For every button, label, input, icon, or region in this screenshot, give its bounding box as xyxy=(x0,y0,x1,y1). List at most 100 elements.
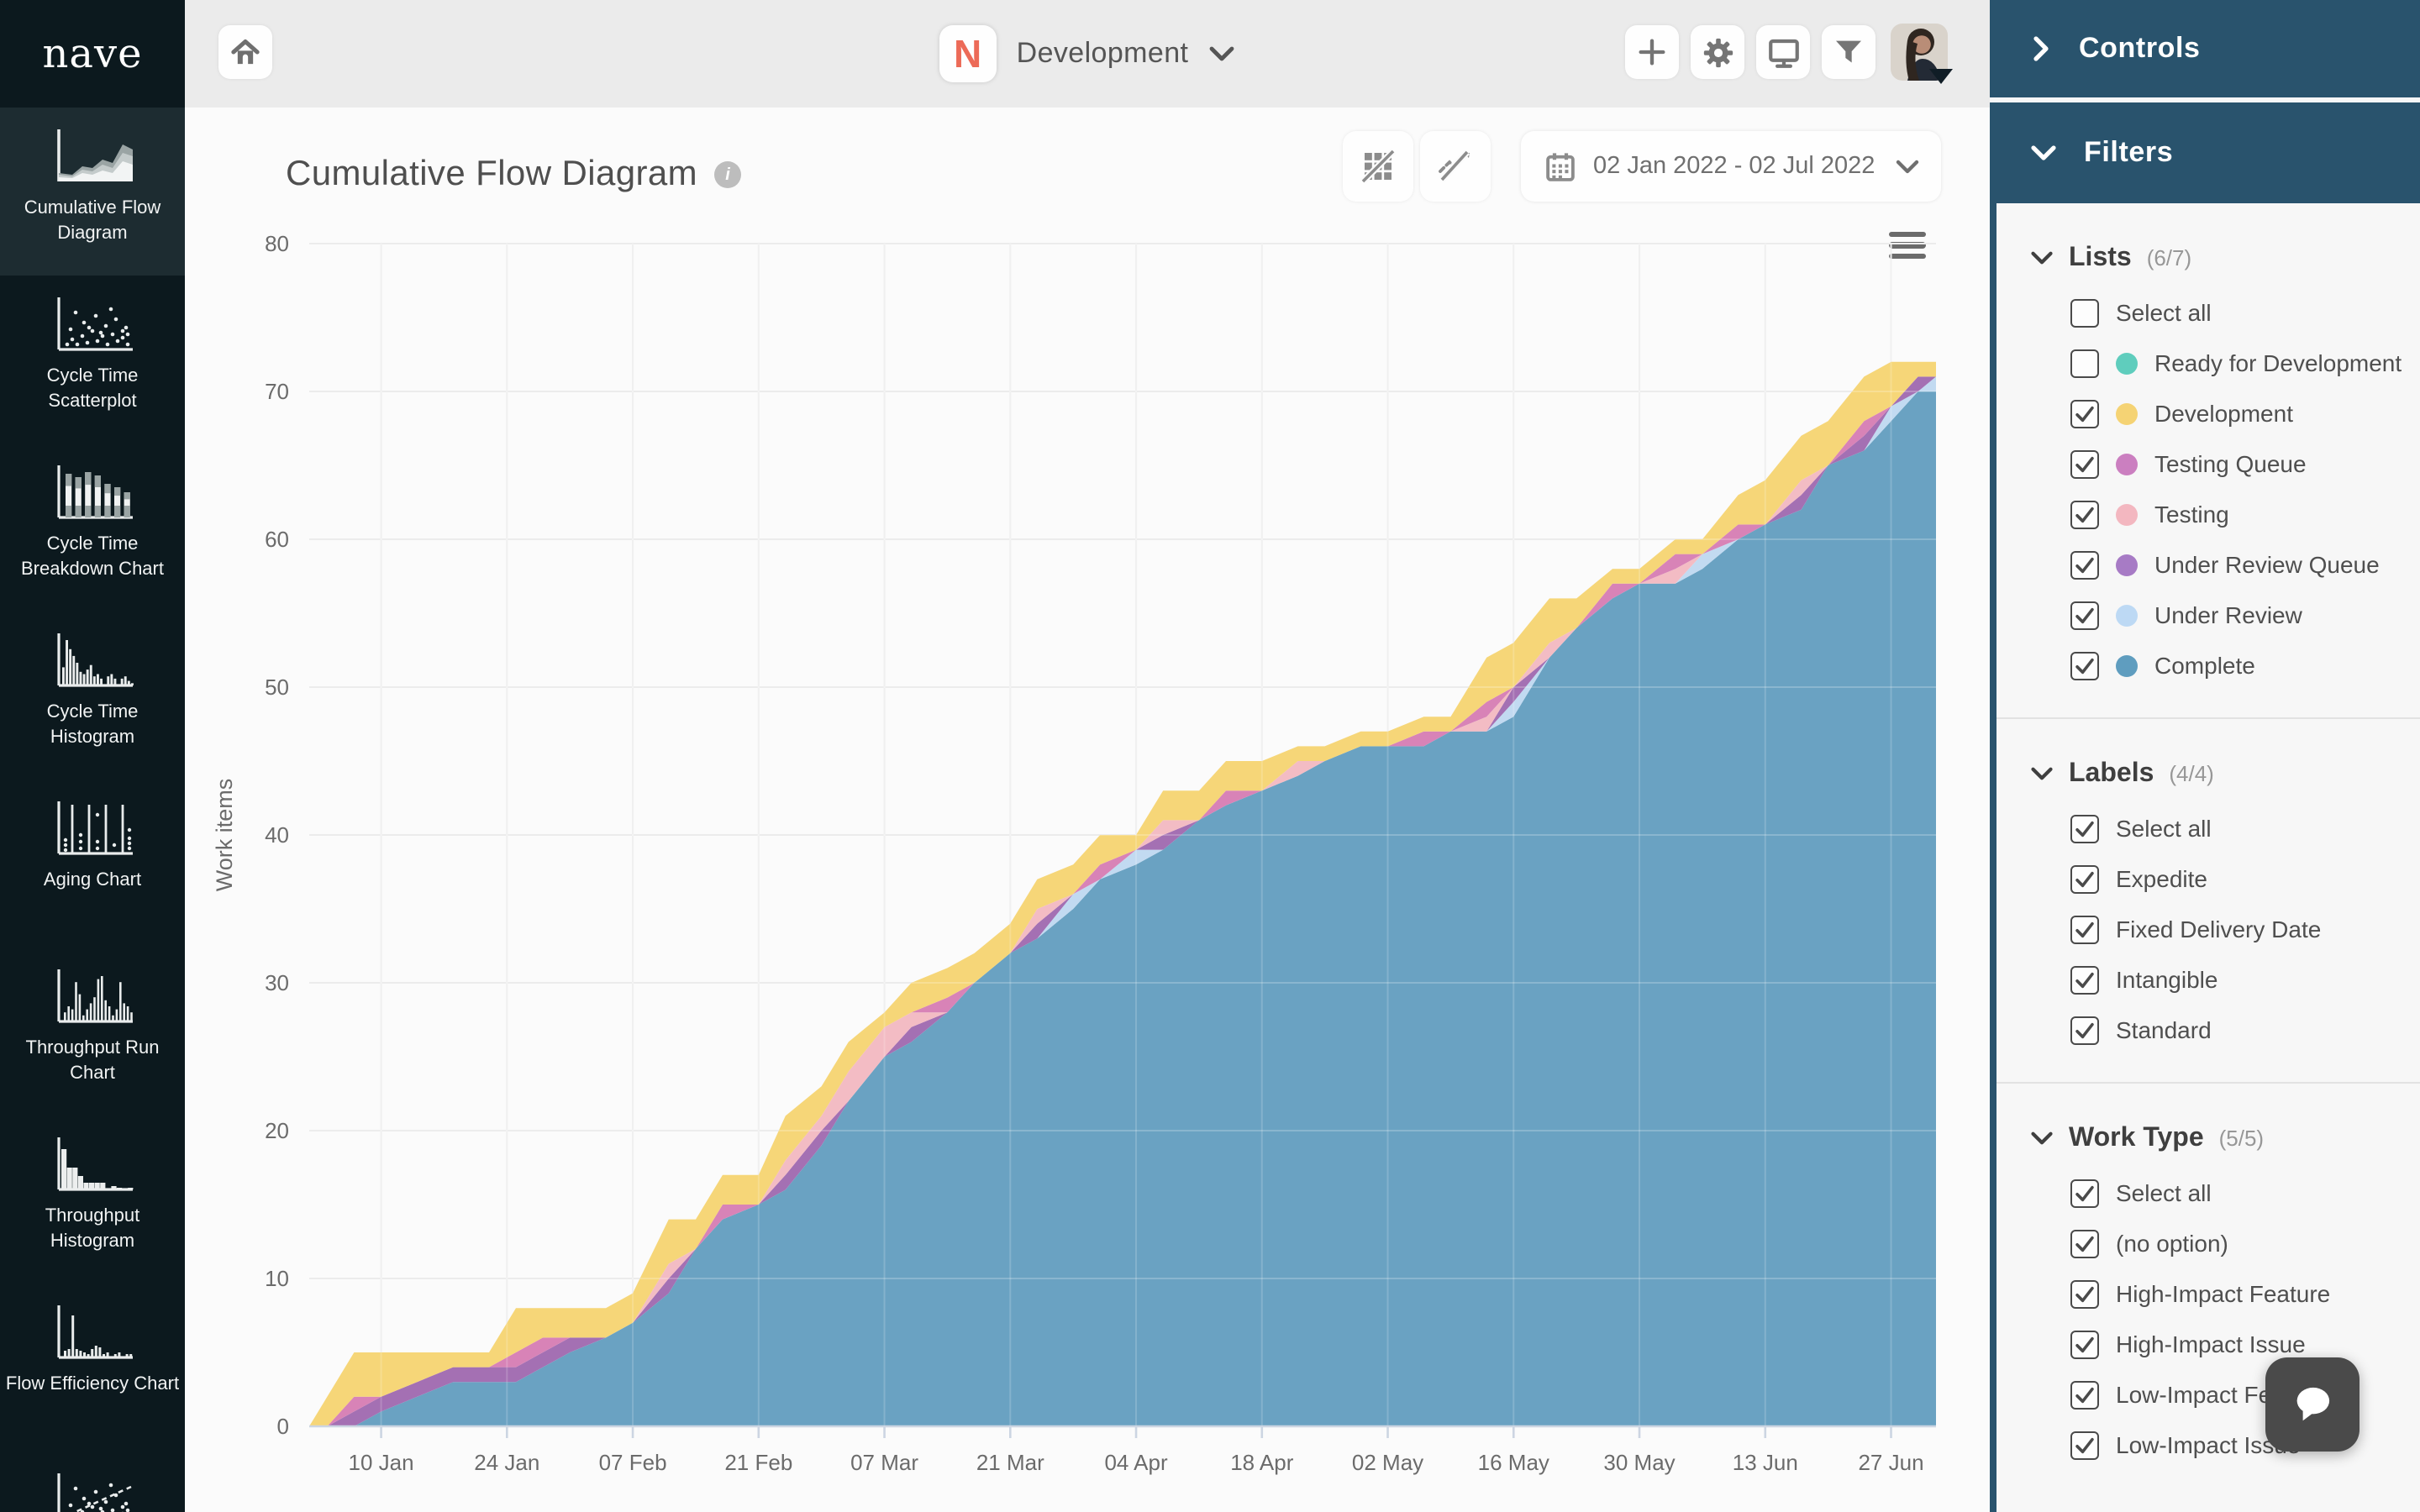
filter-option-labels-fixed-delivery-date[interactable]: Fixed Delivery Date xyxy=(1996,904,2420,954)
date-range-picker[interactable]: 02 Jan 2022 - 02 Jul 2022 xyxy=(1521,131,1941,202)
add-button[interactable] xyxy=(1625,25,1679,79)
controls-label: Controls xyxy=(2079,32,2201,64)
sidebar-item-throughput-histogram[interactable]: Throughput Histogram xyxy=(0,1116,185,1284)
sidebar-item-partial[interactable] xyxy=(0,1452,185,1512)
display-button[interactable] xyxy=(1756,25,1810,79)
controls-section-header[interactable]: Controls xyxy=(1990,0,2420,97)
sidebar-item-label: Cycle Time Breakdown Chart xyxy=(21,534,164,580)
checkbox-ready-for-development[interactable] xyxy=(2070,349,2099,377)
chevron-down-icon xyxy=(1209,46,1234,61)
filter-option-labels-expedite[interactable]: Expedite xyxy=(1996,853,2420,904)
checkbox-standard[interactable] xyxy=(2070,1016,2099,1044)
board-picker-dropdown[interactable]: N Development xyxy=(185,0,1990,108)
sidebar-item-cycle-time-breakdown-chart[interactable]: Cycle Time Breakdown Chart xyxy=(0,444,185,612)
filter-option-label: Ready for Development xyxy=(2154,349,2402,376)
board-name: Development xyxy=(1016,37,1189,69)
filter-option-labels-select-all[interactable]: Select all xyxy=(1996,803,2420,853)
filter-section-title: Lists xyxy=(2069,244,2132,272)
info-icon[interactable]: i xyxy=(714,161,742,188)
sidebar-item-label: Aging Chart xyxy=(43,870,142,890)
settings-button[interactable] xyxy=(1691,25,1744,79)
x-axis-tick-label: 07 Mar xyxy=(850,1450,918,1475)
check-icon xyxy=(2075,1336,2094,1352)
checkbox-low-impact-feature[interactable] xyxy=(2070,1380,2099,1409)
y-axis-tick-label: 20 xyxy=(265,1118,289,1143)
checkbox-no-option[interactable] xyxy=(2070,1229,2099,1257)
checkbox-high-impact-feature[interactable] xyxy=(2070,1279,2099,1308)
filter-option-lists-testing[interactable]: Testing xyxy=(1996,489,2420,539)
add-icon xyxy=(1639,39,1665,66)
filter-section-labels: Labels (4/4) Select all Expedite Fixed Deliv… xyxy=(1996,719,2420,1055)
sidebar-item-label: Throughput Histogram xyxy=(45,1206,140,1252)
sidebar-item-throughput-run-chart[interactable]: Throughput Run Chart xyxy=(0,948,185,1116)
table-view-toggle[interactable] xyxy=(1343,131,1413,202)
filter-option-work-type-no-option[interactable]: (no option) xyxy=(1996,1218,2420,1268)
list-color-dot xyxy=(2116,554,2138,575)
nave-logo[interactable]: nave xyxy=(42,30,143,77)
filter-option-lists-under-review[interactable]: Under Review xyxy=(1996,590,2420,640)
section-divider xyxy=(1996,1082,2420,1084)
annotations-toggle[interactable] xyxy=(1420,131,1491,202)
checkbox-complete[interactable] xyxy=(2070,651,2099,680)
filter-option-labels-standard[interactable]: Standard xyxy=(1996,1005,2420,1055)
checkbox-high-impact-issue[interactable] xyxy=(2070,1330,2099,1358)
filter-button[interactable] xyxy=(1822,25,1876,79)
filter-section-work-type: Work Type (5/5) Select all (no option) High-… xyxy=(1996,1084,2420,1470)
checkbox-intangible[interactable] xyxy=(2070,965,2099,994)
filter-option-lists-select-all[interactable]: Select all xyxy=(1996,287,2420,338)
area-series-development[interactable] xyxy=(309,361,1936,1426)
date-range-value: 02 Jan 2022 - 02 Jul 2022 xyxy=(1593,153,1876,180)
stacked-bars-icon xyxy=(57,465,133,519)
calendar-icon xyxy=(1546,152,1575,181)
sidebar-item-cycle-time-scatterplot[interactable]: Cycle Time Scatterplot xyxy=(0,276,185,444)
cumulative-flow-diagram-plot[interactable]: 0 10 20 30 40 50 60 70 80 10 Jan 24 Jan 07 Feb 21 Fe… xyxy=(185,218,1990,1478)
filter-option-lists-development[interactable]: Development xyxy=(1996,388,2420,438)
x-axis-tick-label: 21 Feb xyxy=(724,1450,792,1475)
x-axis-tick-label: 27 Jun xyxy=(1858,1450,1923,1475)
filter-option-label: Select all xyxy=(2116,815,2212,842)
chart-context-menu-button[interactable] xyxy=(1889,225,1936,265)
checkbox-select-all[interactable] xyxy=(2070,298,2099,327)
checkbox-testing-queue[interactable] xyxy=(2070,449,2099,478)
histogram-icon xyxy=(57,633,134,687)
sidebar-item-aging-chart[interactable]: Aging Chart xyxy=(0,780,185,948)
home-button[interactable] xyxy=(218,25,272,79)
filter-option-work-type-high-impact-issue[interactable]: High-Impact Issue xyxy=(1996,1319,2420,1369)
filters-section-header[interactable]: Filters xyxy=(1990,102,2420,203)
y-axis-tick-label: 10 xyxy=(265,1266,289,1291)
filter-option-lists-ready-for-development[interactable]: Ready for Development xyxy=(1996,338,2420,388)
checkbox-under-review-queue[interactable] xyxy=(2070,550,2099,579)
sidebar-item-cumulative-flow-diagram[interactable]: Cumulative Flow Diagram xyxy=(0,108,185,276)
filter-option-lists-complete[interactable]: Complete xyxy=(1996,640,2420,690)
sidebar-item-cycle-time-histogram[interactable]: Cycle Time Histogram xyxy=(0,612,185,780)
home-icon xyxy=(231,39,260,65)
checkbox-select-all[interactable] xyxy=(2070,814,2099,843)
filter-option-lists-testing-queue[interactable]: Testing Queue xyxy=(1996,438,2420,489)
filter-option-labels-intangible[interactable]: Intangible xyxy=(1996,954,2420,1005)
checkbox-expedite[interactable] xyxy=(2070,864,2099,893)
filter-section-header-lists[interactable]: Lists (6/7) xyxy=(1996,244,2420,274)
sidebar-item-flow-efficiency-chart[interactable]: Flow Efficiency Chart xyxy=(0,1284,185,1452)
checkbox-fixed-delivery-date[interactable] xyxy=(2070,915,2099,943)
checkbox-select-all[interactable] xyxy=(2070,1179,2099,1207)
checkbox-low-impact-issue[interactable] xyxy=(2070,1431,2099,1459)
topbar: N Development xyxy=(185,0,1990,108)
filter-section-header-work-type[interactable]: Work Type (5/5) xyxy=(1996,1124,2420,1154)
user-avatar[interactable] xyxy=(1891,24,1953,84)
checkbox-testing[interactable] xyxy=(2070,500,2099,528)
y-axis-title: Work items xyxy=(212,779,237,892)
filter-option-lists-under-review-queue[interactable]: Under Review Queue xyxy=(1996,539,2420,590)
filter-option-label: Intangible xyxy=(2116,966,2218,993)
filter-section-header-labels[interactable]: Labels (4/4) xyxy=(1996,759,2420,790)
checkbox-development[interactable] xyxy=(2070,399,2099,428)
check-icon xyxy=(2075,556,2094,573)
filter-option-label: Select all xyxy=(2116,299,2212,326)
settings-gear-icon xyxy=(1702,37,1733,67)
chat-button[interactable] xyxy=(2265,1357,2360,1452)
checkbox-under-review[interactable] xyxy=(2070,601,2099,629)
filter-option-work-type-high-impact-feature[interactable]: High-Impact Feature xyxy=(1996,1268,2420,1319)
y-axis-tick-label: 70 xyxy=(265,379,289,404)
filter-option-work-type-select-all[interactable]: Select all xyxy=(1996,1168,2420,1218)
area-series-complete[interactable] xyxy=(309,391,1936,1426)
